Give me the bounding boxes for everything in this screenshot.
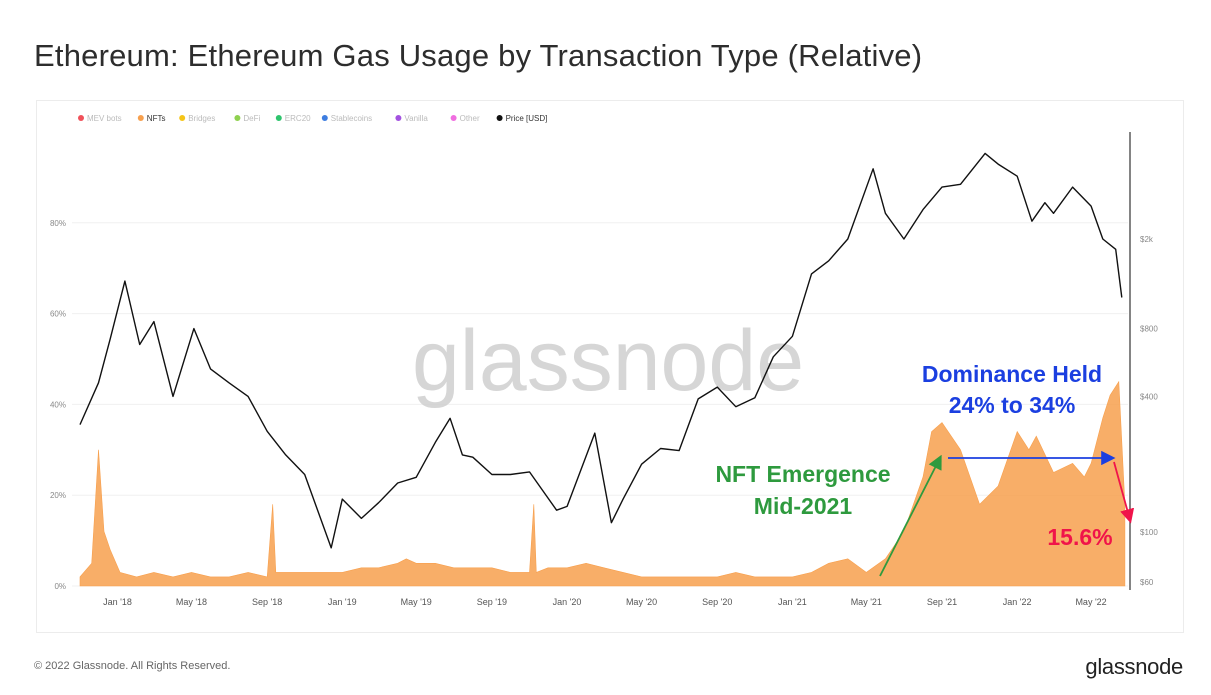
legend-dot bbox=[496, 115, 503, 121]
annotation-dominance-line2: 24% to 34% bbox=[949, 392, 1076, 418]
x-axis-ticks: Jan '18 May '18 Sep '18 Jan '19 May '19 Sep '… bbox=[103, 597, 1106, 607]
nfts-area bbox=[79, 380, 1126, 587]
legend-item: MEV bots bbox=[78, 114, 122, 123]
legend-label: ERC20 bbox=[285, 114, 311, 123]
chart-frame bbox=[36, 100, 1184, 633]
legend-dot bbox=[450, 115, 457, 121]
x-tick-label: Jan '20 bbox=[553, 597, 582, 607]
x-tick-label: May '18 bbox=[176, 597, 207, 607]
legend-dot bbox=[137, 115, 144, 121]
x-tick-label: May '22 bbox=[1075, 597, 1106, 607]
x-tick-label: May '19 bbox=[401, 597, 432, 607]
legend-dot bbox=[395, 115, 402, 121]
price-line bbox=[79, 152, 1123, 549]
x-tick-label: Jan '19 bbox=[328, 597, 357, 607]
x-tick-label: May '20 bbox=[626, 597, 657, 607]
legend-item: Stablecoins bbox=[321, 114, 372, 123]
x-tick-label: Jan '22 bbox=[1003, 597, 1032, 607]
legend-dot bbox=[275, 115, 282, 121]
y-right-tick-label: $100 bbox=[1140, 528, 1158, 537]
annotation-latest-value: 15.6% bbox=[1047, 524, 1112, 550]
legend: MEV bots NFTs Bridges DeFi ERC20 Stablecoins V… bbox=[78, 114, 547, 123]
legend-label: Vanilla bbox=[404, 114, 428, 123]
legend-label: DeFi bbox=[243, 114, 260, 123]
annotation-nft-emergence-line1: NFT Emergence bbox=[715, 461, 890, 487]
legend-item: ERC20 bbox=[275, 114, 311, 123]
nfts-area-series bbox=[79, 380, 1126, 587]
legend-dot bbox=[234, 115, 241, 121]
y-left-tick-label: 0% bbox=[54, 582, 66, 591]
left-axis-ticks: 0% 20% 40% 60% 80% bbox=[50, 219, 66, 591]
legend-item: Price [USD] bbox=[496, 114, 548, 123]
footer-copyright: © 2022 Glassnode. All Rights Reserved. bbox=[34, 660, 231, 672]
y-right-tick-label: $2k bbox=[1140, 235, 1154, 244]
annotation-green-arrow bbox=[879, 454, 942, 577]
legend-item: Other bbox=[450, 114, 480, 123]
legend-item: DeFi bbox=[234, 114, 261, 123]
annotation-red-arrow bbox=[1113, 461, 1135, 524]
y-right-tick-label: $60 bbox=[1140, 578, 1154, 587]
annotation-dominance-line1: Dominance Held bbox=[922, 361, 1102, 387]
right-axis-ticks: $60 $100 $400 $800 $2k bbox=[1140, 235, 1158, 587]
legend-label: Stablecoins bbox=[331, 114, 372, 123]
legend-label: NFTs bbox=[147, 114, 166, 123]
watermark: glassnode bbox=[412, 313, 804, 409]
x-tick-label: Jan '21 bbox=[778, 597, 807, 607]
y-right-tick-label: $400 bbox=[1140, 392, 1158, 401]
x-tick-label: Sep '21 bbox=[927, 597, 957, 607]
x-tick-label: Sep '20 bbox=[702, 597, 732, 607]
x-tick-label: May '21 bbox=[851, 597, 882, 607]
legend-dot bbox=[321, 115, 328, 121]
y-left-tick-label: 20% bbox=[50, 491, 66, 500]
legend-item: Bridges bbox=[179, 114, 215, 123]
y-right-tick-label: $800 bbox=[1140, 325, 1158, 334]
legend-label: Other bbox=[460, 114, 480, 123]
legend-label: Price [USD] bbox=[506, 114, 548, 123]
x-tick-label: Sep '18 bbox=[252, 597, 282, 607]
y-left-tick-label: 60% bbox=[50, 310, 66, 319]
x-tick-label: Jan '18 bbox=[103, 597, 132, 607]
legend-item: Vanilla bbox=[395, 114, 428, 123]
legend-item: NFTs bbox=[137, 114, 166, 123]
y-left-tick-label: 40% bbox=[50, 400, 66, 409]
annotation-nft-emergence-line2: Mid-2021 bbox=[754, 493, 853, 519]
legend-dot bbox=[78, 115, 84, 121]
annotations: NFT Emergence Mid-2021 Dominance Held 24% t… bbox=[715, 361, 1135, 577]
chart-title: Ethereum: Ethereum Gas Usage by Transact… bbox=[34, 38, 923, 73]
footer-logo: glassnode bbox=[1085, 654, 1183, 679]
legend-label: MEV bots bbox=[87, 114, 122, 123]
y-left-tick-label: 80% bbox=[50, 219, 66, 228]
price-line-series bbox=[79, 152, 1123, 549]
x-tick-label: Sep '19 bbox=[477, 597, 507, 607]
legend-dot bbox=[179, 115, 186, 121]
legend-label: Bridges bbox=[188, 114, 215, 123]
